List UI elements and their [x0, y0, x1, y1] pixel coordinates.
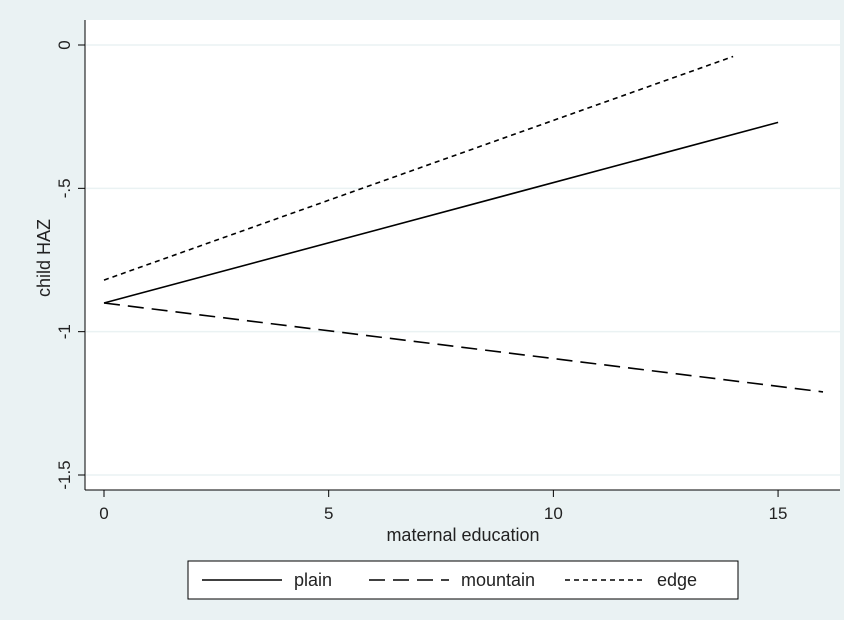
y-tick-label: -.5: [55, 178, 74, 198]
y-tick-label: -1: [55, 324, 74, 339]
legend-label-mountain: mountain: [461, 570, 535, 590]
x-tick-label: 15: [769, 504, 788, 523]
y-tick-label: 0: [55, 40, 74, 49]
y-axis-ticks: 0 -.5 -1 -1.5: [55, 40, 85, 490]
x-tick-label: 0: [99, 504, 108, 523]
series-line-edge: [103, 55, 734, 281]
x-axis-title: maternal education: [386, 525, 539, 545]
gridlines: [86, 44, 840, 476]
series-lines: [103, 55, 824, 393]
series-line-mountain: [103, 302, 824, 393]
plot-area: [85, 20, 840, 490]
x-tick-label: 5: [324, 504, 333, 523]
legend-label-plain: plain: [294, 570, 332, 590]
y-axis-title: child HAZ: [34, 219, 54, 297]
legend-label-edge: edge: [657, 570, 697, 590]
y-tick-label: -1.5: [55, 460, 74, 489]
x-tick-label: 10: [544, 504, 563, 523]
x-axis-ticks: 0 5 10 15: [99, 490, 788, 523]
legend: plain mountain edge: [187, 560, 739, 600]
series-line-plain: [103, 121, 779, 304]
